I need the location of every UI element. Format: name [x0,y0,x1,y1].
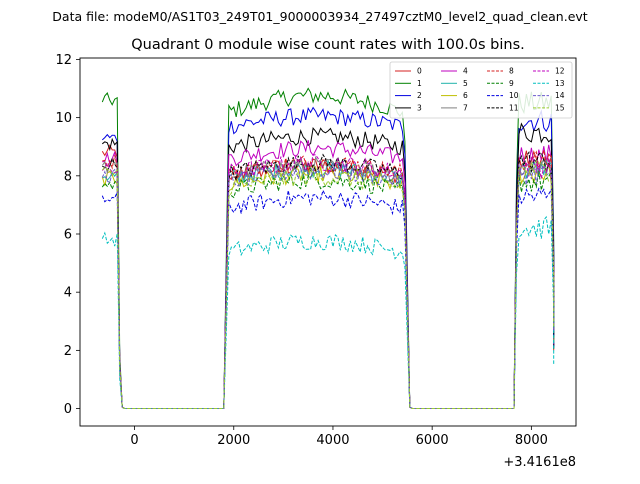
legend-label-2: 2 [417,91,422,100]
y-tick-label: 8 [64,169,72,184]
legend-label-8: 8 [509,67,514,76]
y-axis: 0 2 4 6 8 10 12 [55,53,80,417]
series-line-5 [102,158,555,409]
plot-area: 0 2000 4000 6000 800002468101201234567891011… [55,53,577,448]
y-tick-label: 10 [55,111,72,126]
legend-label-7: 7 [463,103,468,112]
legend-label-11: 11 [509,103,519,112]
series-line-12 [101,154,555,409]
series-line-15 [101,159,555,409]
series-line-13 [101,215,555,409]
legend-label-1: 1 [417,79,422,88]
legend-label-9: 9 [509,79,514,88]
x-tick-label: 6000 [416,433,449,448]
legend-label-5: 5 [463,79,468,88]
figure-suptitle: Data file: modeM0/AS1T03_249T01_90000039… [52,9,587,24]
series-line-7 [101,155,555,409]
series-line-6 [101,162,555,409]
series-line-10 [101,187,555,409]
y-tick-label: 6 [64,228,72,243]
series-line-8 [102,149,555,409]
plot-frame [79,57,577,427]
x-tick-label: 8000 [515,433,548,448]
y-tick-label: 0 [64,402,72,417]
legend-label-6: 6 [463,91,468,100]
series-lines [101,87,555,409]
series-line-4 [102,140,555,409]
series-line-9 [101,171,555,409]
series-line-14 [101,162,555,409]
series-line-11 [102,151,555,409]
legend-box [389,61,573,119]
y-tick-label: 12 [55,53,72,68]
legend-label-4: 4 [463,67,468,76]
chart-title: Quadrant 0 module wise count rates with … [131,37,525,53]
legend-label-3: 3 [417,103,422,112]
legend-label-0: 0 [417,67,422,76]
y-tick-label: 4 [64,286,72,301]
x-tick-label: 4000 [316,433,349,448]
legend-label-14: 14 [555,91,565,100]
series-line-1 [101,87,555,409]
x-tick-label: 0 [130,433,138,448]
legend-label-12: 12 [555,67,565,76]
y-tick-label: 2 [64,344,72,359]
legend-label-15: 15 [555,103,565,112]
x-tick-label: 2000 [217,433,250,448]
x-offset-label: +3.4161e8 [503,455,576,470]
series-line-0 [101,144,555,409]
legend-label-13: 13 [555,79,565,88]
series-line-2 [101,106,555,409]
legend-label-10: 10 [509,91,519,100]
x-axis: 0 2000 4000 6000 8000 [130,426,548,448]
